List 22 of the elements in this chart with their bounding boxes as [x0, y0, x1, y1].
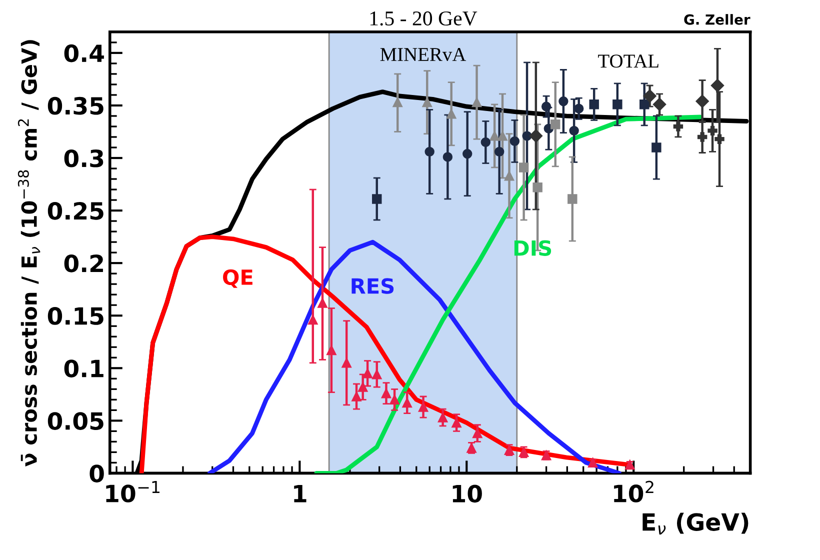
y-tick-label: 0.3: [64, 149, 104, 168]
chart-title: 1.5 - 20 GeV: [370, 11, 478, 26]
text: TOTAL: [598, 54, 658, 68]
series-label: RES: [352, 278, 394, 294]
x-tick-label: 1: [294, 485, 306, 502]
series-label: DIS: [514, 240, 552, 256]
y-tick-label: 0.4: [64, 44, 104, 62]
x-tick-label: 10$^{2}$: [614, 480, 654, 502]
y-axis-title: ν̄ cross section / E$_{ν}$ (10$^{−38}$ cm$^{2}$ / GeV): [18, 40, 40, 467]
y-tick-label: 0.05: [48, 412, 104, 430]
y-tick-label: 0.1: [64, 360, 104, 378]
y-tick-label: 0: [90, 464, 104, 483]
x-tick-label: 10$^{−1}$: [106, 481, 160, 502]
series-label: QE: [223, 269, 252, 288]
y-tick-label: 0.25: [48, 202, 104, 220]
y-tick-label: 0.35: [48, 96, 104, 115]
band-label: MINERvA: [380, 48, 466, 62]
y-tick-label: 0.15: [48, 307, 104, 325]
x-axis-title: E$_{ν}$ (GeV): [642, 512, 748, 535]
text: G. Zeller: [684, 14, 750, 25]
x-tick-label: 10: [452, 484, 482, 503]
y-tick-label: 0.2: [64, 254, 103, 272]
